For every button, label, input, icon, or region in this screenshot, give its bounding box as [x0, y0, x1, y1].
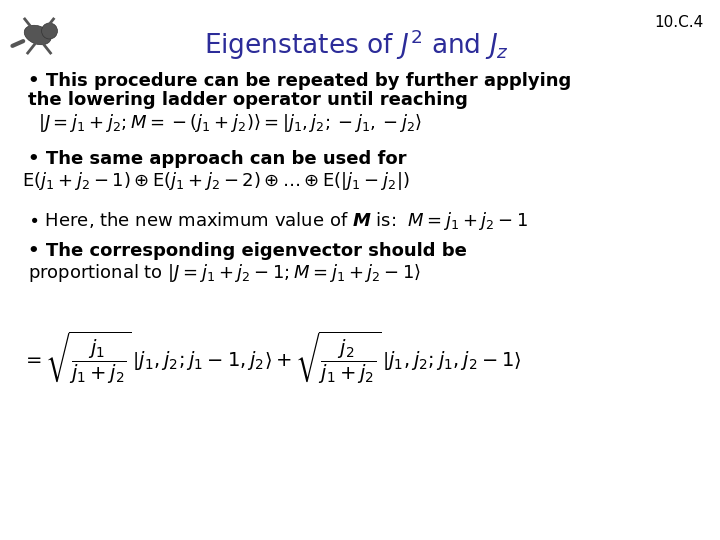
- Text: $\left|J = j_1 + j_2; M = -(j_1 + j_2)\right\rangle = \left|j_1, j_2; -j_1, -j_2: $\left|J = j_1 + j_2; M = -(j_1 + j_2)\r…: [37, 112, 422, 134]
- Text: proportional to $\left|J = j_1 + j_2 - 1; M = j_1 + j_2 - 1\right\rangle$: proportional to $\left|J = j_1 + j_2 - 1…: [28, 262, 421, 284]
- Text: $= \sqrt{\dfrac{j_1}{j_1 + j_2}}\,\left|j_1, j_2; j_1 - 1, j_2\right\rangle + \s: $= \sqrt{\dfrac{j_1}{j_1 + j_2}}\,\left|…: [22, 330, 521, 387]
- FancyArrowPatch shape: [12, 41, 23, 46]
- Text: • The corresponding eigenvector should be: • The corresponding eigenvector should b…: [28, 242, 467, 260]
- Text: $\mathrm{E}(j_1 + j_2 - 1)\oplus\mathrm{E}(j_1 + j_2 - 2)\oplus\ldots\oplus\math: $\mathrm{E}(j_1 + j_2 - 1)\oplus\mathrm{…: [22, 170, 410, 192]
- Ellipse shape: [24, 25, 51, 45]
- Circle shape: [42, 23, 58, 39]
- Text: $\bullet$ Here, the new maximum value of $\boldsymbol{M}$ is:  $M = j_1 + j_2 - : $\bullet$ Here, the new maximum value of…: [28, 210, 528, 232]
- Text: Eigenstates of $J^2$ and $J_z$: Eigenstates of $J^2$ and $J_z$: [204, 28, 509, 63]
- Text: the lowering ladder operator until reaching: the lowering ladder operator until reach…: [28, 91, 467, 109]
- Text: • The same approach can be used for: • The same approach can be used for: [28, 150, 406, 168]
- Text: • This procedure can be repeated by further applying: • This procedure can be repeated by furt…: [28, 72, 571, 90]
- Text: 10.C.4: 10.C.4: [654, 15, 703, 30]
